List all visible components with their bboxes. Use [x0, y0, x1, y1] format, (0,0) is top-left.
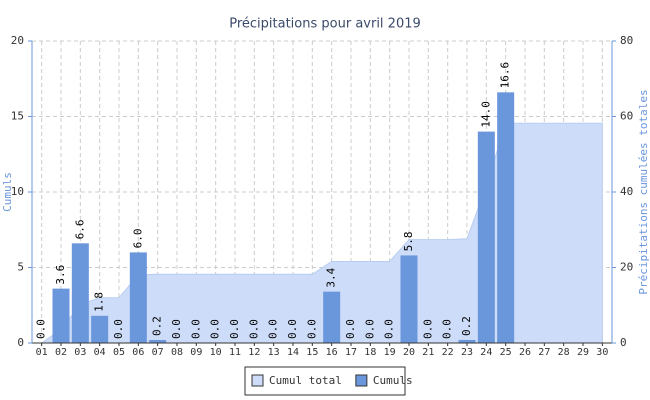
- chart-title: Précipitations pour avril 2019: [229, 17, 421, 32]
- bar: [71, 243, 89, 343]
- x-tick-label: 19: [384, 347, 396, 358]
- value-label: 0.0: [35, 319, 48, 339]
- value-label: 3.4: [325, 267, 338, 287]
- value-label: 0.0: [247, 319, 260, 339]
- value-label: 0.0: [228, 319, 241, 339]
- x-tick-label: 20: [403, 347, 415, 358]
- y2-axis-label: Précipitations cumulées totales: [637, 89, 650, 294]
- x-tick-label: 29: [577, 347, 589, 358]
- x-tick-label: 12: [248, 347, 260, 358]
- x-tick-label: 24: [480, 347, 492, 358]
- x-tick-label: 08: [171, 347, 183, 358]
- y2-tick-label: 20: [620, 261, 633, 274]
- value-label: 0.2: [151, 316, 164, 336]
- value-label: 0.0: [209, 319, 222, 339]
- value-label: 0.0: [267, 319, 280, 339]
- bar: [400, 255, 418, 343]
- legend-label: Cumuls: [373, 374, 413, 387]
- x-tick-label: 15: [306, 347, 318, 358]
- x-tick-label: 16: [326, 347, 338, 358]
- legend-swatch: [355, 374, 368, 387]
- y2-tick-label: 60: [620, 110, 633, 123]
- x-tick-label: 17: [345, 347, 357, 358]
- x-tick-label: 26: [519, 347, 531, 358]
- value-label: 0.0: [363, 319, 376, 339]
- x-tick-label: 10: [210, 347, 222, 358]
- value-label: 0.0: [112, 319, 125, 339]
- x-tick-label: 14: [287, 347, 299, 358]
- value-label: 0.0: [286, 319, 299, 339]
- value-label: 0.0: [189, 319, 202, 339]
- y-tick-label: 20: [11, 34, 24, 47]
- x-tick-label: 05: [113, 347, 125, 358]
- x-tick-label: 25: [500, 347, 512, 358]
- value-label: 0.0: [305, 319, 318, 339]
- value-label: 1.8: [93, 292, 106, 312]
- bar: [497, 92, 515, 343]
- legend-swatch: [251, 374, 264, 387]
- bar: [129, 252, 147, 343]
- x-tick-label: 28: [558, 347, 570, 358]
- value-label: 16.6: [499, 62, 512, 89]
- x-tick-label: 11: [229, 347, 241, 358]
- y-tick-label: 15: [11, 110, 24, 123]
- x-tick-label: 21: [422, 347, 434, 358]
- value-label: 3.6: [54, 265, 67, 285]
- x-tick-label: 02: [55, 347, 67, 358]
- bar: [323, 291, 341, 343]
- x-tick-label: 13: [268, 347, 280, 358]
- x-tick-label: 03: [74, 347, 86, 358]
- bar: [52, 288, 70, 343]
- value-label: 0.0: [421, 319, 434, 339]
- y2-tick-label: 40: [620, 185, 633, 198]
- value-label: 6.0: [131, 229, 144, 249]
- y-axis-label: Cumuls: [1, 172, 14, 212]
- value-label: 0.0: [383, 319, 396, 339]
- x-tick-label: 06: [132, 347, 144, 358]
- legend-label: Cumul total: [269, 374, 342, 387]
- value-label: 0.2: [460, 316, 473, 336]
- y2-tick-label: 0: [620, 336, 627, 349]
- x-tick-label: 01: [36, 347, 48, 358]
- x-tick-label: 18: [364, 347, 376, 358]
- bar: [149, 339, 167, 343]
- x-tick-label: 23: [461, 347, 473, 358]
- x-tick-label: 30: [596, 347, 608, 358]
- value-label: 0.0: [441, 319, 454, 339]
- value-label: 6.6: [73, 219, 86, 239]
- y-tick-label: 10: [11, 185, 24, 198]
- y2-tick-label: 80: [620, 34, 633, 47]
- cumul-area: [40, 122, 603, 344]
- legend-box: [244, 366, 406, 396]
- bar: [91, 315, 109, 343]
- y-tick-label: 5: [17, 261, 24, 274]
- x-tick-label: 27: [538, 347, 550, 358]
- bar: [477, 131, 495, 343]
- x-tick-label: 07: [152, 347, 164, 358]
- value-label: 0.0: [170, 319, 183, 339]
- value-label: 5.8: [402, 232, 415, 252]
- value-label: 14.0: [479, 101, 492, 128]
- bar: [458, 339, 476, 343]
- x-tick-label: 04: [94, 347, 106, 358]
- x-tick-label: 09: [190, 347, 202, 358]
- y-tick-label: 0: [17, 336, 24, 349]
- x-tick-label: 22: [442, 347, 454, 358]
- value-label: 0.0: [344, 319, 357, 339]
